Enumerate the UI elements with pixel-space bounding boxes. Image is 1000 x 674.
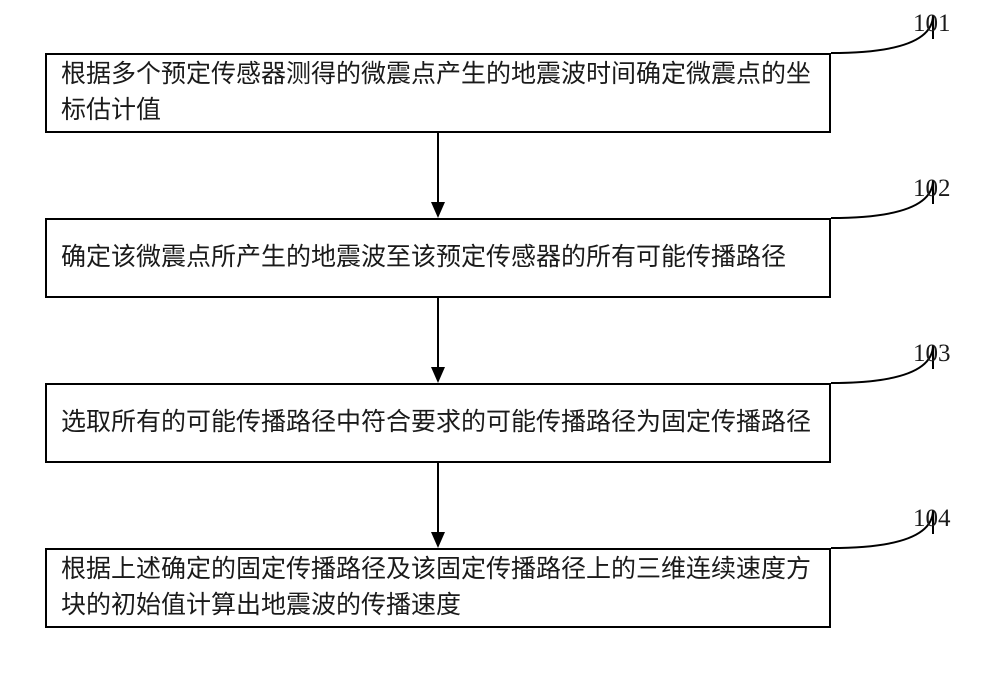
step-label-104: 104 [913, 505, 951, 533]
flow-node-104: 根据上述确定的固定传播路径及该固定传播路径上的三维连续速度方块的初始值计算出地震… [45, 548, 831, 628]
flow-node-text: 根据多个预定传感器测得的微震点产生的地震波时间确定微震点的坐标估计值 [61, 57, 815, 130]
step-label-text: 102 [913, 175, 951, 202]
flow-node-103: 选取所有的可能传播路径中符合要求的可能传播路径为固定传播路径 [45, 383, 831, 463]
step-label-101: 101 [913, 10, 951, 38]
flow-arrow-head-icon [431, 202, 445, 218]
step-label-102: 102 [913, 175, 951, 203]
flow-node-101: 根据多个预定传感器测得的微震点产生的地震波时间确定微震点的坐标估计值 [45, 53, 831, 133]
flow-node-102: 确定该微震点所产生的地震波至该预定传感器的所有可能传播路径 [45, 218, 831, 298]
step-label-text: 103 [913, 340, 951, 367]
flow-arrow-head-icon [431, 367, 445, 383]
flow-arrow-head-icon [431, 532, 445, 548]
step-label-103: 103 [913, 340, 951, 368]
flow-node-text: 确定该微震点所产生的地震波至该预定传感器的所有可能传播路径 [61, 240, 786, 276]
step-label-text: 101 [913, 10, 951, 37]
flowchart-canvas: 根据多个预定传感器测得的微震点产生的地震波时间确定微震点的坐标估计值确定该微震点… [0, 0, 1000, 674]
flow-node-text: 选取所有的可能传播路径中符合要求的可能传播路径为固定传播路径 [61, 405, 811, 441]
step-label-text: 104 [913, 505, 951, 532]
flow-node-text: 根据上述确定的固定传播路径及该固定传播路径上的三维连续速度方块的初始值计算出地震… [61, 552, 815, 625]
